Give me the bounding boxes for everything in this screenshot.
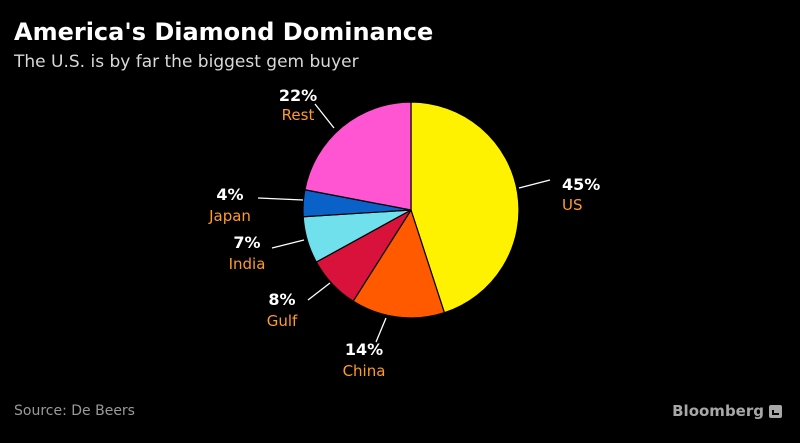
leader-line-japan [257, 197, 304, 201]
chart-subtitle: The U.S. is by far the biggest gem buyer [14, 52, 359, 72]
leader-line-us [518, 179, 551, 189]
leader-line-gulf [307, 282, 331, 301]
brand-logo: Bloomberg [672, 402, 782, 420]
leader-line-china [375, 317, 387, 343]
pie-slice-rest [304, 101, 412, 211]
slice-label-india: India [229, 255, 266, 273]
leader-line-india [271, 239, 305, 249]
slice-label-china: China [343, 362, 386, 380]
slice-label-us: US [562, 196, 583, 214]
pie-slice-us [410, 101, 520, 314]
slice-label-japan: Japan [208, 207, 251, 225]
slice-percent-us: 45% [562, 175, 600, 194]
chart-title: America's Diamond Dominance [14, 18, 434, 46]
slice-percent-china: 14% [345, 340, 383, 359]
slice-percent-india: 7% [233, 233, 260, 252]
pie-slice-china [352, 208, 446, 319]
slice-label-gulf: Gulf [267, 312, 298, 330]
slice-percent-rest: 22% [279, 86, 317, 105]
leader-line-rest [314, 103, 335, 129]
chart-logo-icon [769, 404, 782, 418]
brand-name: Bloomberg [672, 402, 764, 420]
slice-percent-gulf: 8% [268, 290, 295, 309]
slice-percent-japan: 4% [216, 185, 243, 204]
slice-label-rest: Rest [282, 106, 315, 124]
source-note: Source: De Beers [14, 403, 135, 419]
